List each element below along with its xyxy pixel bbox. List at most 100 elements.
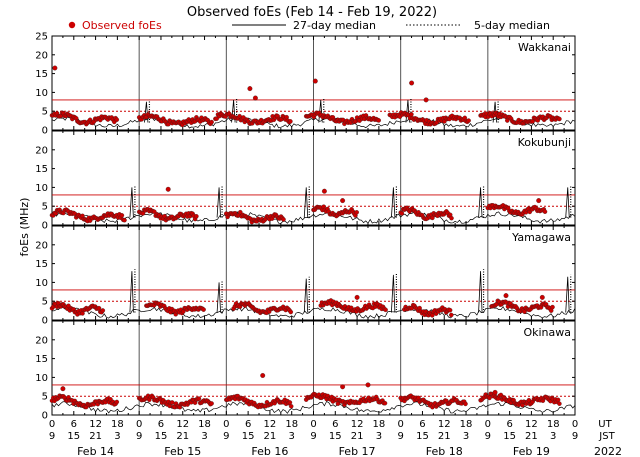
legend-27day-label: 27-day median: [293, 19, 376, 32]
median-27day-line: [51, 401, 576, 414]
y-tick-label: 0: [42, 411, 48, 422]
observed-point: [376, 118, 381, 123]
jst-tick-label: 21: [351, 431, 364, 442]
observed-point: [209, 119, 214, 125]
date-label: Feb 17: [339, 445, 376, 457]
jst-axis-label: JST: [598, 431, 615, 442]
legend: Observed foEs 27-day median 5-day median: [68, 19, 550, 32]
observed-spike-point: [312, 78, 318, 84]
ut-tick-label: 18: [111, 419, 124, 430]
observed-point: [114, 399, 120, 405]
y-tick-label: 15: [35, 69, 48, 80]
observed-point: [288, 119, 293, 124]
observed-spike-point: [60, 386, 66, 392]
observed-spike-point: [354, 294, 360, 300]
observed-point: [542, 209, 548, 214]
median-27day-peak: [303, 278, 309, 313]
jst-tick-label: 3: [376, 431, 382, 442]
y-tick-label: 15: [35, 354, 48, 365]
y-tick-label: 10: [35, 88, 48, 99]
panel-kokubunji: 0 5 10 15 20 Kokubunji: [35, 130, 576, 232]
y-tick-label: 10: [35, 278, 48, 289]
median-27day-peak: [565, 276, 570, 313]
observed-point: [399, 211, 405, 216]
observed-point: [463, 401, 468, 407]
median-27day-peak: [391, 187, 396, 218]
y-tick-label: 10: [35, 183, 48, 194]
ut-tick-label: 0: [136, 419, 142, 430]
observed-point: [119, 213, 125, 218]
median-27day-peak: [478, 271, 483, 313]
panel-wakkanai: 0 5 10 15 20 25 Wakkanai: [35, 32, 576, 137]
jst-tick-label: 21: [176, 431, 189, 442]
station-label: Wakkanai: [518, 41, 571, 54]
median-27day-peak: [303, 187, 309, 218]
y-tick-label: 0: [42, 221, 48, 232]
observed-point: [122, 217, 127, 223]
y-tick-label: 10: [35, 373, 48, 384]
date-label: Feb 18: [426, 445, 463, 457]
observed-spike-point: [260, 373, 266, 378]
y-tick-label: 5: [42, 392, 48, 403]
observed-spike-point: [409, 80, 415, 86]
ut-tick-label: 12: [264, 419, 277, 430]
y-tick-label: 15: [35, 164, 48, 175]
ut-tick-label: 6: [506, 419, 512, 430]
y-tick-label: 25: [35, 32, 48, 43]
station-label: Yamagawa: [511, 231, 571, 244]
median-27day-peak: [478, 187, 483, 218]
y-axis-label: foEs (MHz): [18, 198, 31, 257]
observed-spike-point: [52, 65, 58, 71]
y-tick-label: 5: [42, 297, 48, 308]
observed-point: [100, 308, 106, 313]
jst-tick-label: 3: [114, 431, 120, 442]
median-27day-line: [51, 306, 576, 319]
panel-okinawa: 0 5 10 15 20 Okinawa: [35, 320, 576, 422]
ut-tick-label: 18: [547, 419, 560, 430]
jst-tick-label: 9: [136, 431, 142, 442]
ut-tick-label: 6: [158, 419, 164, 430]
median-27day-line: [51, 211, 576, 224]
observed-spike-point: [321, 188, 327, 194]
jst-tick-label: 21: [525, 431, 538, 442]
jst-tick-label: 3: [201, 431, 207, 442]
observed-point: [281, 217, 286, 222]
y-tick-label: 20: [35, 240, 48, 251]
y-tick-label: 5: [42, 107, 48, 118]
jst-tick-label: 15: [242, 431, 255, 442]
observed-point: [209, 401, 214, 406]
observed-point: [557, 401, 562, 406]
observed-point: [114, 117, 120, 122]
observed-point: [354, 210, 359, 215]
median-27day-peak: [565, 187, 570, 218]
observed-point: [382, 400, 388, 406]
jst-tick-label: 3: [550, 431, 556, 442]
ut-tick-label: 0: [397, 419, 403, 430]
y-tick-label: 20: [35, 335, 48, 346]
observed-point: [288, 404, 294, 409]
ut-tick-label: 0: [223, 419, 229, 430]
ut-axis-label: UT: [598, 419, 612, 430]
jst-tick-label: 9: [310, 431, 316, 442]
y-tick-label: 20: [35, 50, 48, 61]
jst-tick-label: 9: [223, 431, 229, 442]
observed-spike-point: [536, 198, 542, 204]
jst-tick-label: 15: [416, 431, 429, 442]
observed-point: [487, 395, 492, 401]
ut-tick-label: 6: [245, 419, 251, 430]
observed-point: [287, 400, 293, 405]
ut-tick-label: 18: [198, 419, 211, 430]
observed-spike-point: [492, 389, 498, 395]
observed-point: [194, 214, 199, 219]
observed-spike-point: [252, 95, 258, 101]
jst-tick-label: 9: [49, 431, 55, 442]
legend-observed-marker: [68, 21, 76, 29]
year-label: 2022: [594, 445, 622, 457]
legend-5day-label: 5-day median: [474, 19, 550, 32]
jst-tick-label: 21: [438, 431, 451, 442]
date-label: Feb 15: [164, 445, 201, 457]
observed-point: [555, 397, 561, 403]
jst-tick-label: 9: [397, 431, 403, 442]
observed-point: [169, 400, 175, 405]
ut-tick-label: 0: [485, 419, 491, 430]
